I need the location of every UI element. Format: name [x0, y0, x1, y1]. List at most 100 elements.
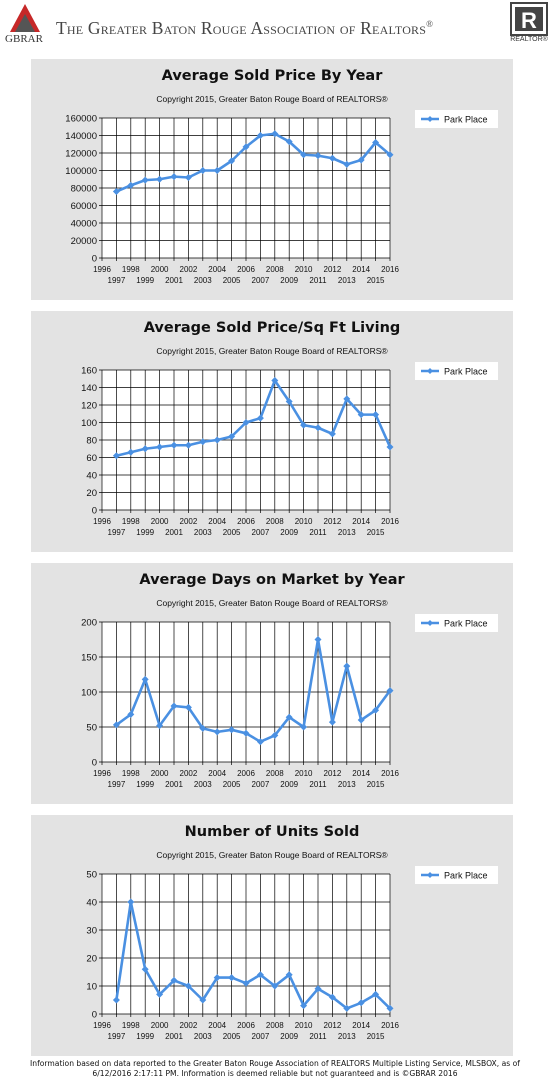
x-tick-label: 2008: [266, 517, 284, 526]
data-point: [228, 157, 236, 165]
data-point: [184, 982, 192, 990]
x-tick-label: 2008: [266, 769, 284, 778]
y-tick-label: 150: [81, 653, 97, 664]
x-tick-label: 2005: [223, 528, 241, 537]
x-tick-label: 2010: [295, 265, 313, 274]
x-tick-label: 2007: [252, 276, 270, 285]
y-tick-label: 40: [86, 471, 97, 482]
chart-title: Average Sold Price/Sq Ft Living: [144, 320, 401, 336]
legend-marker: [427, 620, 433, 626]
x-tick-label: 2011: [309, 1032, 327, 1041]
x-tick-label: 2004: [208, 265, 226, 274]
x-tick-label: 2001: [165, 1032, 183, 1041]
x-tick-label: 2012: [324, 517, 342, 526]
data-point: [184, 703, 192, 711]
data-point: [285, 138, 293, 146]
y-tick-label: 50: [86, 723, 97, 734]
y-tick-label: 60000: [71, 201, 97, 212]
data-point: [112, 721, 120, 729]
chart-panel-units-sold: Number of Units Sold Copyright 2015, Grea…: [31, 815, 513, 1056]
data-point: [256, 414, 264, 422]
x-tick-label: 2013: [338, 1032, 356, 1041]
data-point: [314, 985, 322, 993]
x-tick-label: 1996: [93, 265, 111, 274]
x-tick-label: 1999: [136, 780, 154, 789]
data-point: [184, 441, 192, 449]
x-tick-label: 2010: [295, 1021, 313, 1030]
data-point: [372, 990, 380, 998]
gbrar-logo-icon: [10, 4, 40, 32]
x-tick-label: 2001: [165, 780, 183, 789]
y-tick-label: 20: [86, 954, 97, 965]
series-line: [115, 900, 391, 1010]
y-tick-label: 100: [81, 688, 97, 699]
x-tick-label: 2012: [324, 1021, 342, 1030]
y-tick-label: 140: [81, 383, 97, 394]
x-tick-label: 2016: [381, 1021, 399, 1030]
x-tick-label: 1996: [93, 769, 111, 778]
x-tick-label: 2003: [194, 780, 212, 789]
data-point: [372, 139, 380, 146]
data-point: [343, 395, 351, 403]
data-point: [357, 411, 365, 419]
data-point: [242, 143, 250, 151]
x-tick-label: 2008: [266, 265, 284, 274]
legend-label: Park Place: [444, 871, 488, 881]
data-point: [256, 132, 264, 139]
data-point: [228, 433, 236, 440]
data-point: [242, 419, 250, 426]
x-tick-label: 2006: [237, 1021, 255, 1030]
x-tick-label: 1998: [122, 517, 140, 526]
x-tick-label: 2014: [352, 769, 370, 778]
realtor-logo-letter: R: [521, 8, 537, 33]
legend-label: Park Place: [444, 115, 488, 125]
x-tick-label: 1998: [122, 769, 140, 778]
data-point: [372, 411, 380, 419]
legend: Park Place: [415, 614, 498, 632]
data-point: [300, 421, 308, 429]
x-tick-label: 2000: [151, 265, 169, 274]
data-point: [213, 436, 221, 444]
data-point: [314, 636, 322, 643]
data-point: [112, 452, 120, 460]
data-point: [156, 722, 164, 730]
x-tick-label: 2015: [367, 780, 385, 789]
x-tick-label: 2013: [338, 528, 356, 537]
data-point: [328, 430, 336, 438]
data-point: [271, 377, 279, 384]
data-point: [357, 716, 365, 724]
x-tick-label: 2011: [309, 528, 327, 537]
legend: Park Place: [415, 866, 498, 884]
data-point: [271, 130, 279, 138]
x-tick-label: 2007: [252, 528, 270, 537]
footer-line-1: Information based on data reported to th…: [30, 1059, 520, 1068]
data-point: [170, 173, 178, 181]
chart-panel-days-on-market: Average Days on Market by Year Copyright …: [31, 563, 513, 804]
x-tick-label: 2016: [381, 769, 399, 778]
data-point: [328, 993, 336, 1001]
legend-marker: [427, 872, 433, 878]
data-point: [127, 898, 135, 906]
x-tick-label: 2001: [165, 276, 183, 285]
x-tick-label: 2012: [324, 265, 342, 274]
chart-subtitle: Copyright 2015, Greater Baton Rouge Boar…: [156, 94, 388, 104]
page-header: GBRAR The Greater Baton Rouge Associatio…: [0, 0, 550, 50]
data-point: [300, 723, 308, 731]
x-tick-label: 2002: [180, 769, 198, 778]
x-tick-label: 2003: [194, 276, 212, 285]
x-tick-label: 2007: [252, 1032, 270, 1041]
data-point: [300, 151, 308, 159]
series-line: [115, 638, 392, 743]
x-tick-label: 1998: [122, 265, 140, 274]
x-tick-label: 2015: [367, 528, 385, 537]
data-point: [343, 160, 351, 168]
data-point: [127, 181, 135, 189]
legend-marker: [427, 368, 433, 374]
data-point: [242, 979, 250, 987]
x-tick-label: 2004: [208, 517, 226, 526]
x-tick-label: 2015: [367, 276, 385, 285]
legend-box: [415, 614, 498, 632]
legend-box: [415, 110, 498, 128]
y-tick-label: 140000: [65, 131, 97, 142]
realtor-logo-icon: R: [510, 2, 548, 36]
